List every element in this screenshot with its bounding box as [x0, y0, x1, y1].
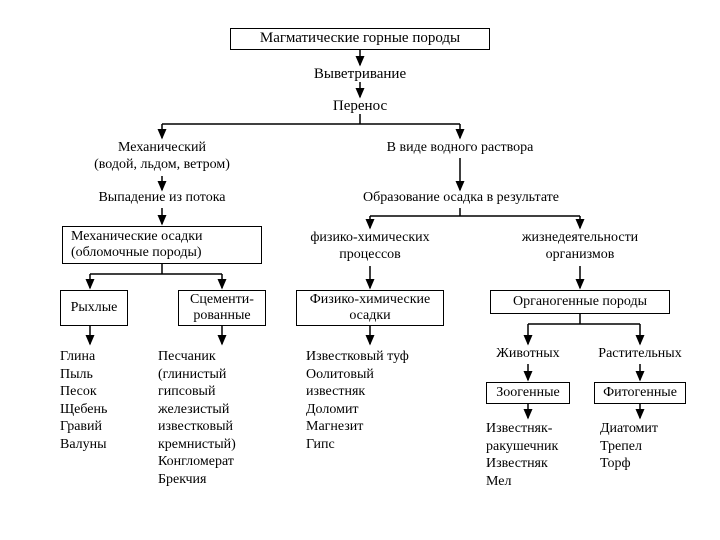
list-phyto: Диатомит Трепел Торф	[600, 420, 690, 473]
node-transport: Перенос	[300, 97, 420, 115]
list-zoo: Известняк- ракушечник Известняк Мел	[486, 420, 586, 490]
node-physchem-proc: физико-химических процессов	[300, 230, 440, 264]
node-root: Магматические горные породы	[230, 28, 490, 50]
list-physchem: Известковый туф Оолитовый известняк Доло…	[306, 348, 446, 453]
node-organo: Органогенные породы	[490, 290, 670, 314]
node-mech: Механический (водой, льдом, ветром)	[72, 140, 252, 174]
node-weathering: Выветривание	[280, 65, 440, 83]
node-solution: В виде водного раствора	[360, 140, 560, 157]
node-mech-sed: Механические осадки (обломочные породы)	[62, 226, 262, 264]
node-fallout: Выпадение из потока	[82, 190, 242, 207]
node-plant: Растительных	[590, 346, 690, 363]
node-zoo: Зоогенные	[486, 382, 570, 404]
node-sediment: Образование осадка в результате	[336, 190, 586, 207]
node-animal: Животных	[490, 346, 566, 363]
node-bio-proc: жизнедеятельности организмов	[510, 230, 650, 264]
node-phyto: Фитогенные	[594, 382, 686, 404]
node-loose: Рыхлые	[60, 290, 128, 326]
list-cemented: Песчаник (глинистый гипсовый железистый …	[158, 348, 278, 488]
node-cemented: Сцементи- рованные	[178, 290, 266, 326]
list-loose: Глина Пыль Песок Щебень Гравий Валуны	[60, 348, 140, 453]
node-physchem-sed: Физико-химические осадки	[296, 290, 444, 326]
